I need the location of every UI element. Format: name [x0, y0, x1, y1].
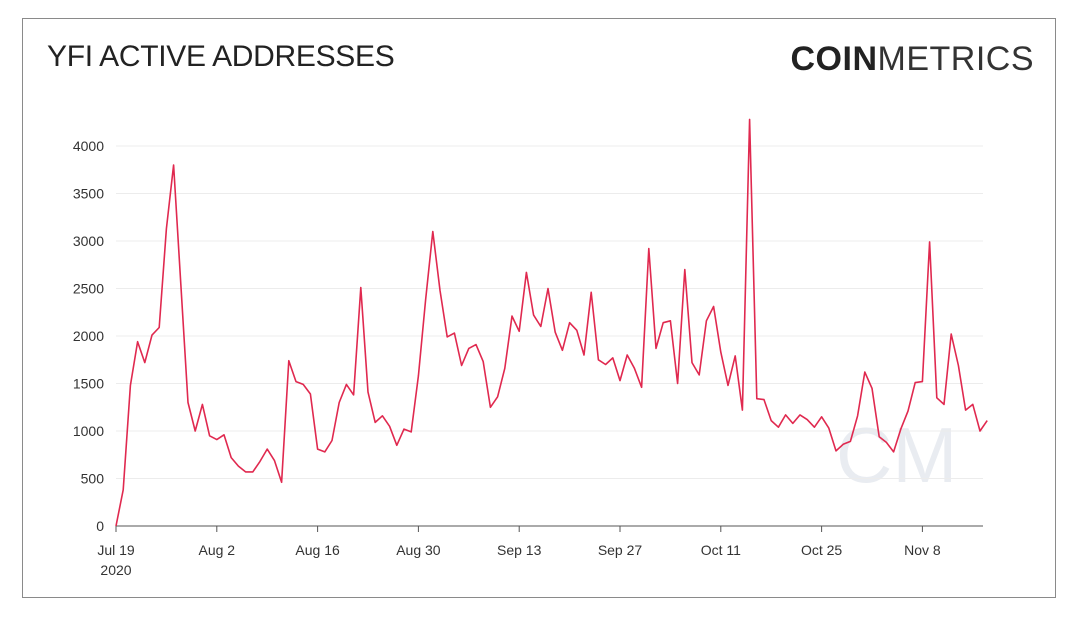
x-tick-label: Aug 30 — [396, 542, 441, 558]
y-tick-label: 2500 — [73, 281, 104, 297]
series-line-active-addresses — [115, 118, 988, 527]
y-tick-label: 1000 — [73, 423, 104, 439]
x-tick-label: Aug 2 — [199, 542, 236, 558]
x-tick-label: Oct 11 — [701, 542, 741, 558]
y-tick-label: 500 — [81, 471, 105, 487]
x-tick-label: Jul 19 — [97, 542, 135, 558]
x-tick-label: Oct 25 — [801, 542, 842, 558]
brand-logo-light: METRICS — [877, 40, 1034, 78]
watermark-logo: CM — [836, 411, 957, 499]
x-axis-ticks: Jul 19 2020 Aug 2 Aug 16 Aug 30 Sep 13 Sep 27 O… — [97, 525, 983, 578]
x-tick-label: Sep 27 — [598, 542, 643, 558]
y-tick-label: 4000 — [73, 138, 104, 154]
x-tick-label: Nov 8 — [904, 542, 941, 558]
y-tick-label: 1500 — [73, 376, 104, 392]
x-tick-year-label: 2020 — [100, 562, 131, 578]
x-tick-label: Sep 13 — [497, 542, 542, 558]
series-layer — [115, 118, 988, 527]
chart-title: YFI ACTIVE ADDRESSES — [47, 40, 395, 73]
y-axis-ticks: 0 500 1000 1500 2000 2500 3000 3500 4000 — [73, 138, 104, 534]
brand-logo: COINMETRICS — [791, 40, 1035, 79]
y-tick-label: 2000 — [73, 328, 104, 344]
grid-lines — [116, 145, 983, 479]
chart-frame — [22, 18, 1056, 598]
y-tick-label: 0 — [96, 518, 104, 534]
y-tick-label: 3500 — [73, 186, 104, 202]
brand-logo-bold: COIN — [790, 40, 878, 78]
y-tick-label: 3000 — [73, 233, 104, 249]
x-tick-label: Aug 16 — [295, 542, 340, 558]
